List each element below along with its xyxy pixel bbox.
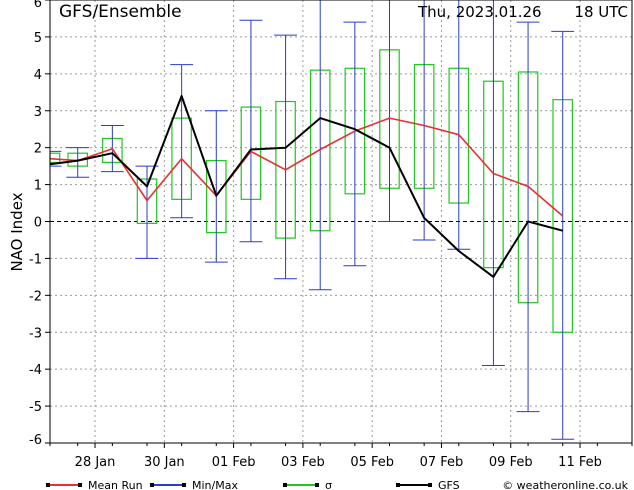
- grid-layer: [50, 0, 632, 443]
- x-tick-label: 11 Feb: [558, 455, 602, 470]
- y-tick-label: -6: [29, 433, 42, 448]
- y-tick-label: 3: [34, 105, 42, 120]
- legend-label: Mean Run: [88, 479, 143, 490]
- y-tick-label: -1: [29, 252, 42, 267]
- x-tick-label: 30 Jan: [144, 455, 185, 470]
- legend-marker: [78, 483, 82, 487]
- y-tick-label: -5: [29, 400, 42, 415]
- legend-item-mean-run: Mean Run: [46, 479, 143, 490]
- min-max-whiskers: [49, 0, 575, 440]
- legend-marker: [182, 483, 186, 487]
- y-tick-label: 1: [34, 179, 42, 194]
- gfs-line: [49, 95, 563, 278]
- x-tick-label: 07 Feb: [420, 455, 464, 470]
- legend-marker: [283, 483, 287, 487]
- legend: Mean Run Min/Max σ GFS: [46, 479, 460, 490]
- sigma-box: [49, 152, 61, 164]
- x-tick-label: 05 Feb: [350, 455, 394, 470]
- legend-marker: [396, 483, 400, 487]
- x-tick-label: 09 Feb: [489, 455, 533, 470]
- y-tick-label: 6: [34, 0, 42, 11]
- x-tick-label: 01 Feb: [212, 455, 256, 470]
- series-lines: [49, 95, 564, 278]
- x-tick-label: 28 Jan: [75, 455, 116, 470]
- axes: -6 -5 -4 -3 -2 -1 0 1 2 3 4 5 6 28 Jan 30 Jan 01 Feb 03 …: [29, 0, 633, 470]
- y-tick-label: 2: [34, 142, 42, 157]
- legend-label: GFS: [438, 479, 460, 490]
- x-tick-label: 03 Feb: [281, 455, 325, 470]
- legend-label: Min/Max: [192, 479, 238, 490]
- y-tick-label: -2: [29, 289, 42, 304]
- mean-run-line: [49, 117, 564, 217]
- y-tick-label: 0: [34, 216, 42, 231]
- legend-item-sigma: σ: [283, 479, 332, 490]
- plot-frame: [49, 0, 633, 444]
- model-title: GFS/Ensemble: [59, 2, 182, 22]
- y-axis-label: NAO Index: [8, 192, 26, 271]
- y-tick-label: -4: [29, 363, 42, 378]
- run-hour: 18 UTC: [574, 3, 628, 21]
- legend-marker: [428, 483, 432, 487]
- legend-marker: [315, 483, 319, 487]
- credit-text: © weatheronline.co.uk: [502, 479, 628, 490]
- y-tick-label: 4: [34, 68, 42, 83]
- y-tick-label: 5: [34, 31, 42, 46]
- legend-marker: [46, 483, 50, 487]
- legend-item-gfs: GFS: [396, 479, 460, 490]
- legend-marker: [150, 483, 154, 487]
- run-date: Thu, 2023.01.26: [417, 3, 542, 21]
- y-tick-label: -3: [29, 326, 42, 341]
- legend-label: σ: [325, 479, 332, 490]
- legend-item-min-max: Min/Max: [150, 479, 238, 490]
